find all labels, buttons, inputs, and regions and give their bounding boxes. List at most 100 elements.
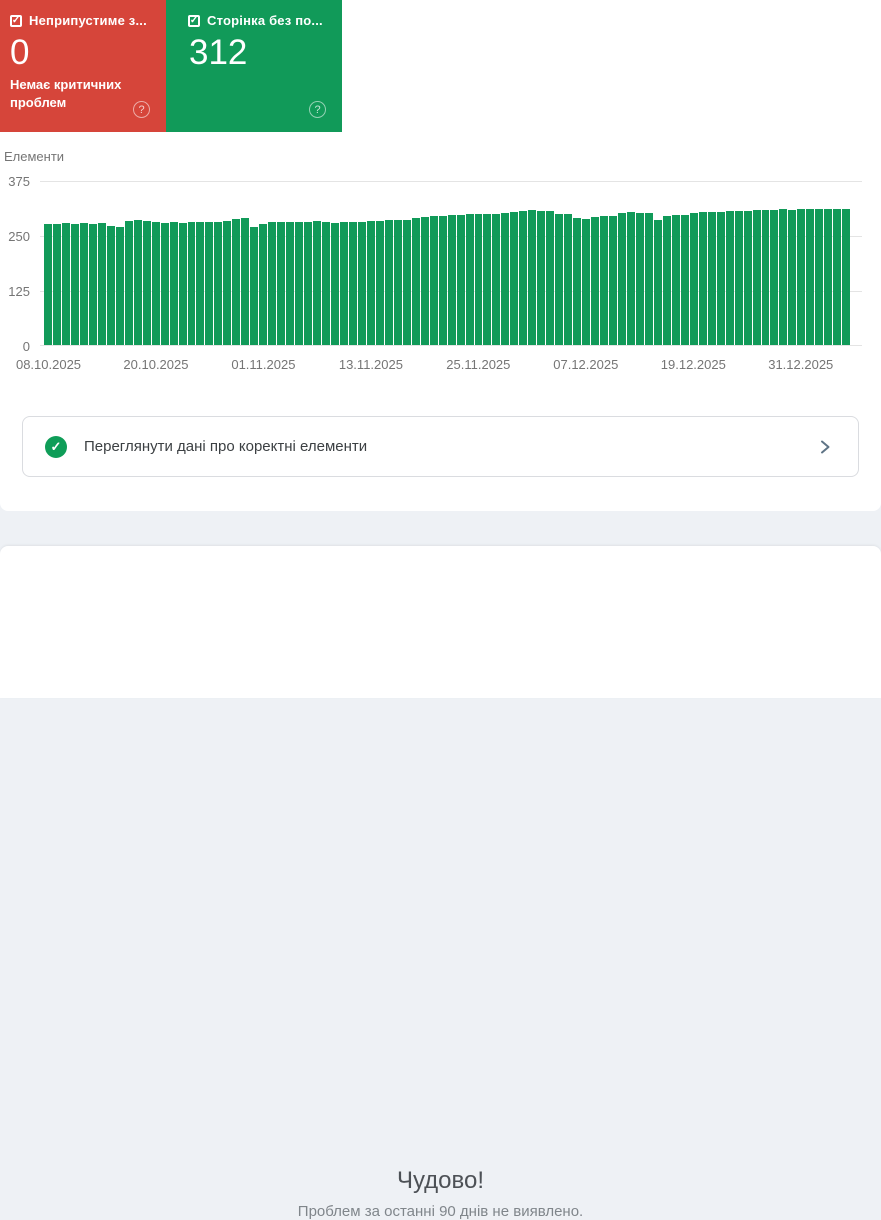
chart-bar[interactable] (70, 223, 79, 345)
stat-card-valid-pages[interactable]: ✓ Сторінка без по... 312 ? (166, 0, 342, 132)
chart-bar[interactable] (313, 221, 322, 345)
chart-bar[interactable] (725, 211, 734, 345)
chart-bar[interactable] (465, 214, 474, 345)
help-icon[interactable]: ? (309, 101, 326, 118)
stat-card-critical-errors[interactable]: ✓ Неприпустиме з... 0 Немає критичних пр… (0, 0, 166, 132)
chart-bar[interactable] (97, 223, 106, 345)
chart-bar[interactable] (761, 210, 770, 345)
chart-bar[interactable] (115, 226, 124, 345)
chart-bar[interactable] (339, 222, 348, 345)
chart-bar[interactable] (44, 223, 52, 345)
chevron-right-icon[interactable] (816, 438, 834, 456)
chart-bar[interactable] (806, 209, 815, 345)
chart-bar[interactable] (626, 212, 635, 345)
chart-bar[interactable] (142, 220, 151, 345)
chart-bar[interactable] (662, 215, 671, 345)
view-valid-items-banner[interactable]: ✓ Переглянути дані про коректні елементи (22, 416, 859, 477)
chart-bar[interactable] (492, 213, 501, 345)
chart-bar[interactable] (331, 222, 339, 345)
chart-bar[interactable] (842, 208, 851, 345)
chart-bar[interactable] (151, 222, 160, 345)
chart-bar[interactable] (133, 220, 142, 345)
chart-bar[interactable] (671, 215, 680, 345)
chart-bar[interactable] (564, 214, 573, 345)
chart-bar[interactable] (555, 213, 564, 345)
chart-bar[interactable] (815, 209, 824, 345)
chart-bar[interactable] (644, 213, 653, 345)
chart-bar[interactable] (259, 223, 268, 345)
chart-bar[interactable] (456, 214, 465, 345)
chart-bar[interactable] (205, 222, 214, 345)
chart-bar[interactable] (214, 221, 223, 345)
chart-bar[interactable] (366, 221, 375, 345)
chart-bar[interactable] (600, 216, 609, 345)
chart-bar[interactable] (348, 221, 357, 345)
chart-bar[interactable] (286, 222, 295, 345)
chart-bar[interactable] (653, 219, 662, 345)
chart-bar[interactable] (618, 212, 626, 345)
chart-bar[interactable] (124, 220, 133, 345)
chart-bar[interactable] (411, 218, 420, 345)
chart-bar[interactable] (770, 209, 779, 345)
chart-bar[interactable] (537, 210, 546, 345)
chart-bar[interactable] (689, 212, 698, 345)
chart-bar[interactable] (250, 226, 259, 345)
chart-bar[interactable] (268, 222, 277, 345)
chart-bar[interactable] (196, 221, 205, 345)
chart-bar[interactable] (178, 222, 187, 345)
chart-bar[interactable] (232, 219, 241, 345)
chart-bar[interactable] (824, 209, 833, 345)
chart-bar[interactable] (402, 219, 411, 345)
chart-bar[interactable] (474, 213, 483, 345)
chart-bar[interactable] (61, 223, 70, 345)
chart-bar[interactable] (573, 218, 582, 345)
chart-bar[interactable] (833, 209, 842, 345)
chart-bar[interactable] (716, 211, 725, 345)
chart-bar[interactable] (752, 210, 761, 345)
chart-bar[interactable] (582, 218, 591, 345)
chart-bar[interactable] (160, 222, 169, 345)
chart-bar[interactable] (609, 216, 617, 345)
chart-bar[interactable] (743, 210, 752, 345)
checkbox-checked-icon[interactable]: ✓ (10, 14, 22, 27)
help-icon[interactable]: ? (133, 101, 150, 118)
chart-bar[interactable] (241, 218, 250, 345)
chart-bar[interactable] (106, 226, 115, 345)
chart-bar[interactable] (519, 210, 528, 345)
chart-bar[interactable] (187, 222, 196, 345)
chart-bar[interactable] (546, 211, 555, 345)
chart-bar[interactable] (501, 213, 510, 345)
chart-bar[interactable] (384, 220, 393, 345)
chart-bar[interactable] (79, 223, 88, 345)
chart-bars[interactable] (44, 181, 851, 345)
chart-bar[interactable] (734, 210, 743, 345)
chart-bar[interactable] (483, 214, 492, 345)
chart-bar[interactable] (52, 223, 61, 345)
chart-bar[interactable] (169, 222, 178, 345)
chart-bar[interactable] (88, 223, 97, 345)
chart-bar[interactable] (797, 209, 806, 345)
chart-bar[interactable] (510, 211, 519, 345)
chart-bar[interactable] (429, 216, 438, 345)
chart-bar[interactable] (635, 212, 644, 345)
chart-bar[interactable] (304, 221, 313, 345)
chart-bar[interactable] (680, 214, 689, 345)
chart-plot-area (40, 181, 862, 346)
checkbox-checked-icon[interactable]: ✓ (188, 14, 200, 27)
chart-bar[interactable] (447, 214, 456, 345)
chart-bar[interactable] (322, 222, 330, 345)
chart-bar[interactable] (295, 221, 304, 345)
chart-bar[interactable] (420, 217, 429, 345)
chart-bar[interactable] (223, 221, 232, 345)
chart-bar[interactable] (357, 222, 366, 345)
chart-bar[interactable] (393, 220, 402, 345)
chart-bar[interactable] (591, 216, 600, 345)
chart-bar[interactable] (779, 209, 788, 345)
chart-bar[interactable] (698, 212, 707, 345)
chart-bar[interactable] (707, 211, 716, 345)
chart-bar[interactable] (788, 209, 797, 345)
chart-bar[interactable] (277, 221, 286, 345)
chart-bar[interactable] (528, 210, 537, 345)
chart-bar[interactable] (438, 215, 447, 345)
chart-bar[interactable] (375, 220, 384, 345)
